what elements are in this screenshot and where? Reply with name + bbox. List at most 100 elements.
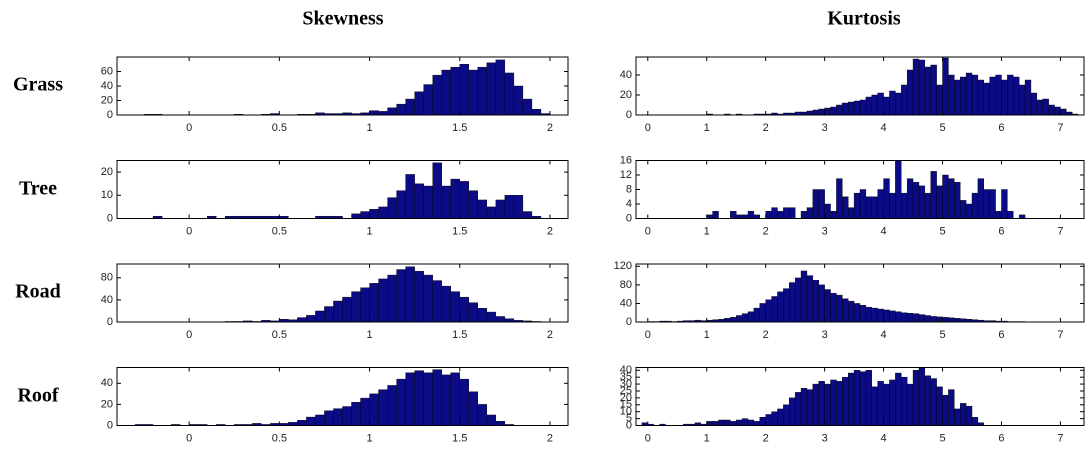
bar xyxy=(912,58,920,116)
bar xyxy=(924,315,931,323)
bar xyxy=(369,110,379,116)
bar xyxy=(912,182,920,219)
y-tick-label: 20 xyxy=(620,89,632,101)
bar xyxy=(531,108,542,116)
bar xyxy=(971,417,979,426)
bar xyxy=(405,98,415,116)
x-tick-label: 2 xyxy=(763,122,769,134)
bar xyxy=(871,307,878,323)
bar xyxy=(477,307,488,323)
bar xyxy=(936,316,943,323)
bar xyxy=(824,289,831,323)
bar xyxy=(865,196,872,219)
bar xyxy=(918,185,926,219)
bar xyxy=(836,294,843,323)
bar xyxy=(423,185,433,219)
bar xyxy=(324,306,334,323)
x-tick-label: 2 xyxy=(763,225,769,237)
bar xyxy=(360,211,370,219)
x-tick-label: 4 xyxy=(881,329,887,341)
bar xyxy=(960,76,967,116)
y-tick-label: 40 xyxy=(620,364,632,376)
bar xyxy=(459,181,469,219)
bar xyxy=(351,213,361,219)
bar xyxy=(441,374,451,426)
bar xyxy=(848,372,855,426)
bar xyxy=(1060,108,1067,116)
bar xyxy=(800,388,808,426)
bar xyxy=(859,305,867,323)
bar xyxy=(759,303,766,323)
bar xyxy=(800,211,808,219)
bar xyxy=(706,421,713,426)
bar xyxy=(777,408,784,426)
bar xyxy=(901,376,908,426)
bar xyxy=(747,311,755,323)
bar xyxy=(1042,98,1049,116)
bar xyxy=(396,190,406,219)
bar xyxy=(741,418,749,426)
bar xyxy=(948,389,955,426)
bar xyxy=(942,394,949,426)
axes-frame xyxy=(635,367,1085,426)
bar xyxy=(954,79,961,116)
bar xyxy=(495,316,506,323)
bar xyxy=(777,211,784,219)
bar xyxy=(486,206,497,219)
bar xyxy=(960,403,967,426)
y-tick-label: 60 xyxy=(101,65,113,77)
bar xyxy=(378,278,388,323)
y-tick-label: 12 xyxy=(620,169,632,181)
bar xyxy=(794,392,802,426)
x-tick-label: 0.5 xyxy=(272,122,287,134)
bar xyxy=(824,383,831,426)
bar xyxy=(736,419,743,426)
bar xyxy=(918,59,926,116)
bar xyxy=(724,419,731,426)
column-title: Kurtosis xyxy=(827,8,901,30)
y-tick-label: 40 xyxy=(101,80,113,92)
bar xyxy=(853,192,861,219)
bar xyxy=(306,315,316,323)
bar xyxy=(432,162,442,219)
row-label: Roof xyxy=(17,385,58,407)
bar xyxy=(741,214,749,219)
bar xyxy=(759,417,766,426)
bar xyxy=(486,311,497,323)
bar xyxy=(783,207,790,219)
bar xyxy=(736,214,743,219)
y-tick-label: 25 xyxy=(620,385,632,397)
y-tick-label: 5 xyxy=(626,413,632,425)
bar xyxy=(889,310,896,323)
bar xyxy=(789,397,796,426)
x-tick-label: 0.5 xyxy=(272,329,287,341)
axes-frame xyxy=(635,263,1085,323)
y-tick-label: 0 xyxy=(626,109,632,121)
bar xyxy=(315,414,325,426)
y-tick-label: 0 xyxy=(107,212,113,224)
bar xyxy=(369,393,379,426)
bar xyxy=(333,300,343,323)
bar xyxy=(830,379,837,426)
bar xyxy=(387,274,397,323)
x-tick-label: 0 xyxy=(645,122,651,134)
bar xyxy=(806,389,814,426)
bar xyxy=(812,280,819,323)
bar xyxy=(441,285,451,323)
x-tick-label: 5 xyxy=(939,122,945,134)
bar xyxy=(342,296,352,323)
bar xyxy=(865,306,872,323)
bar xyxy=(450,291,460,323)
bar xyxy=(423,372,433,426)
bar xyxy=(405,266,415,323)
bar xyxy=(859,371,867,426)
bar xyxy=(836,381,843,426)
bar xyxy=(800,270,808,323)
bar xyxy=(842,196,849,219)
bar xyxy=(812,189,819,219)
bar xyxy=(777,291,784,323)
bar xyxy=(806,110,814,116)
bar xyxy=(378,389,388,426)
bar xyxy=(883,178,890,219)
bar xyxy=(522,211,533,219)
